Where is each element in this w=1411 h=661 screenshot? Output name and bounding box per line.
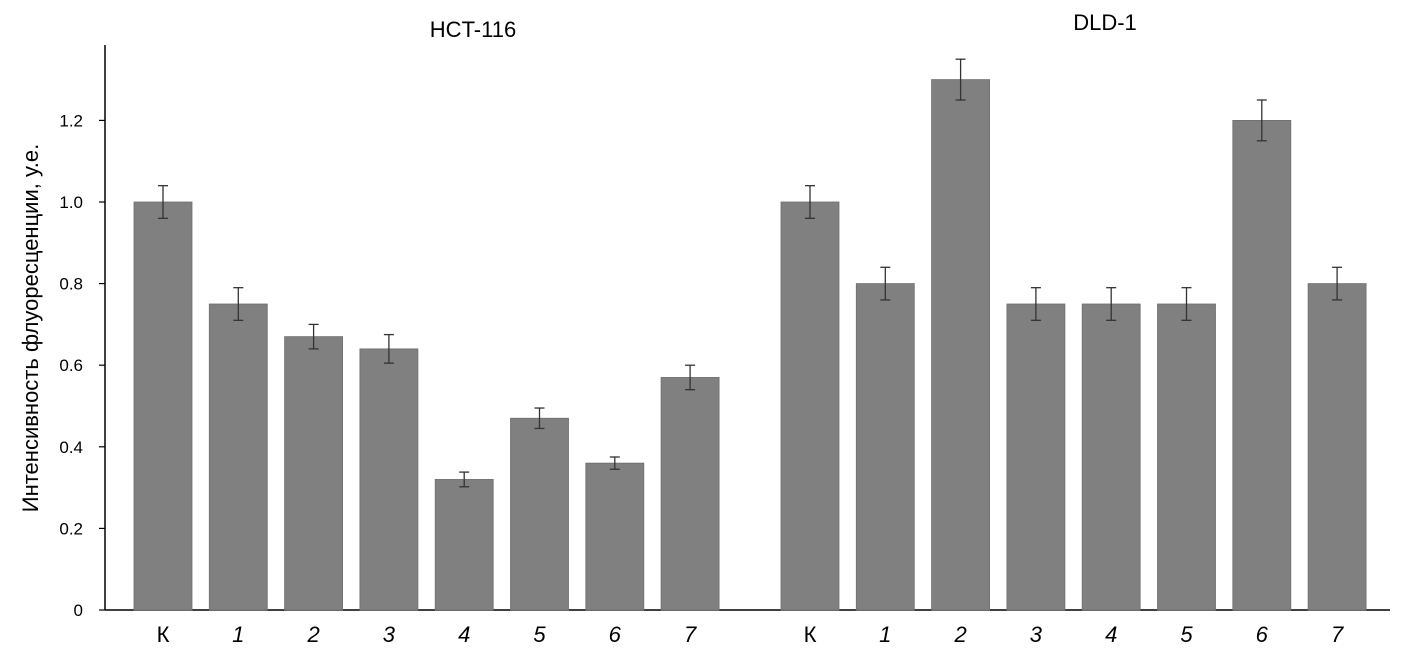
y-tick-label: 0 bbox=[74, 601, 83, 620]
bar bbox=[208, 303, 268, 611]
group-title: DLD-1 bbox=[1073, 10, 1137, 35]
bar bbox=[1081, 303, 1141, 611]
bar bbox=[1307, 283, 1367, 611]
y-tick-label: 0.4 bbox=[59, 438, 83, 457]
y-ticks: 0 0.2 0.4 0.6 0.8 1.0 1.2 bbox=[59, 111, 105, 620]
category-label: К bbox=[157, 622, 170, 647]
bar bbox=[510, 417, 569, 611]
bar bbox=[780, 201, 840, 611]
y-tick-label: 0.8 bbox=[59, 275, 83, 294]
bar bbox=[284, 336, 344, 611]
category-label: 1 bbox=[232, 622, 244, 647]
group-title: HCT-116 bbox=[430, 17, 516, 42]
y-tick-label: 1.2 bbox=[59, 111, 83, 130]
category-label: 3 bbox=[1030, 622, 1043, 647]
bar bbox=[133, 201, 193, 611]
category-label: 7 bbox=[684, 622, 697, 647]
bar bbox=[660, 377, 720, 611]
category-label: 4 bbox=[458, 622, 470, 647]
bars bbox=[133, 58, 1367, 611]
category-label: 7 bbox=[1331, 622, 1344, 647]
bar bbox=[434, 479, 494, 611]
bar bbox=[359, 348, 419, 611]
category-label: 4 bbox=[1105, 622, 1117, 647]
group-titles: HCT-116 DLD-1 bbox=[430, 10, 1137, 42]
bar bbox=[855, 283, 915, 611]
category-label: 2 bbox=[306, 622, 319, 647]
y-tick-label: 0.6 bbox=[59, 356, 83, 375]
category-label: 3 bbox=[383, 622, 396, 647]
y-tick-label: 0.2 bbox=[59, 519, 83, 538]
bar bbox=[1232, 120, 1292, 611]
category-label: 6 bbox=[609, 622, 622, 647]
category-label: 5 bbox=[1180, 622, 1193, 647]
category-label: 2 bbox=[953, 622, 966, 647]
category-label: 1 bbox=[879, 622, 891, 647]
category-label: 5 bbox=[533, 622, 546, 647]
bar bbox=[585, 462, 645, 611]
bar bbox=[1157, 303, 1216, 611]
bar bbox=[931, 79, 990, 611]
category-label: 6 bbox=[1256, 622, 1269, 647]
y-axis-label: Интенсивность флуоресценции, у.е. bbox=[18, 144, 43, 512]
category-labels: К 1 2 3 4 5 6 7 К 1 2 3 4 5 6 7 bbox=[157, 622, 1344, 647]
category-label: К bbox=[804, 622, 817, 647]
y-tick-label: 1.0 bbox=[59, 193, 83, 212]
bar bbox=[1006, 303, 1066, 611]
